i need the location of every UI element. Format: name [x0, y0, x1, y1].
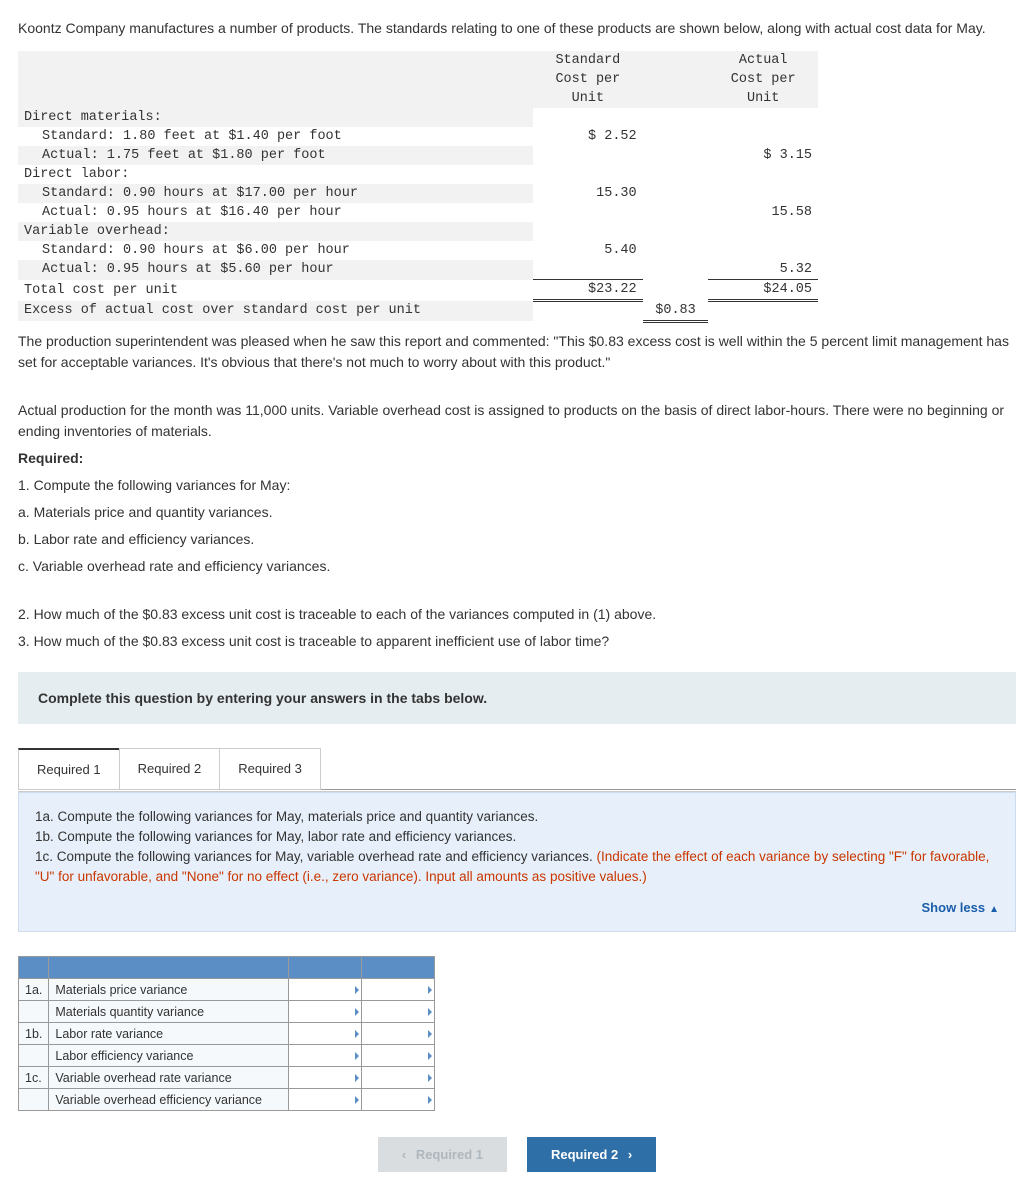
tab-required-3[interactable]: Required 3	[219, 748, 321, 790]
chevron-right-icon: ›	[628, 1147, 632, 1162]
instruction-banner: Complete this question by entering your …	[18, 672, 1016, 724]
input-1a-fu[interactable]	[362, 979, 435, 1001]
input-1a2-amt[interactable]	[289, 1001, 362, 1023]
row-voh-rate: Variable overhead rate variance	[49, 1067, 289, 1089]
chevron-left-icon: ‹	[402, 1147, 406, 1162]
input-1c-amt[interactable]	[289, 1067, 362, 1089]
row-labor-rate: Labor rate variance	[49, 1023, 289, 1045]
input-1c2-fu[interactable]	[362, 1089, 435, 1111]
hdr-std1: Standard	[533, 51, 643, 70]
row-materials-qty: Materials quantity variance	[49, 1001, 289, 1023]
input-1b-amt[interactable]	[289, 1023, 362, 1045]
row-materials-price: Materials price variance	[49, 979, 289, 1001]
answer-table: 1a. Materials price variance Materials q…	[18, 956, 435, 1111]
row-labor-eff: Labor efficiency variance	[49, 1045, 289, 1067]
hdr-act1: Actual	[708, 51, 818, 70]
cost-table: Standard Actual Cost per Cost per Unit U…	[18, 51, 818, 323]
input-1a2-fu[interactable]	[362, 1001, 435, 1023]
tab-row: Required 1 Required 2 Required 3	[18, 748, 1016, 790]
input-1a-amt[interactable]	[289, 979, 362, 1001]
row-voh-eff: Variable overhead efficiency variance	[49, 1089, 289, 1111]
input-1b2-amt[interactable]	[289, 1045, 362, 1067]
next-button[interactable]: Required 2 ›	[527, 1137, 656, 1172]
tab-required-2[interactable]: Required 2	[119, 748, 221, 790]
input-1b-fu[interactable]	[362, 1023, 435, 1045]
problem-body: The production superintendent was please…	[18, 331, 1016, 652]
input-1c-fu[interactable]	[362, 1067, 435, 1089]
tab-required-1[interactable]: Required 1	[18, 748, 120, 790]
input-1b2-fu[interactable]	[362, 1045, 435, 1067]
show-less-toggle[interactable]: Show less	[35, 898, 999, 918]
intro-text: Koontz Company manufactures a number of …	[18, 18, 1016, 39]
prev-button[interactable]: ‹ Required 1	[378, 1137, 507, 1172]
input-1c2-amt[interactable]	[289, 1089, 362, 1111]
tab-content: 1a. Compute the following variances for …	[18, 792, 1016, 933]
